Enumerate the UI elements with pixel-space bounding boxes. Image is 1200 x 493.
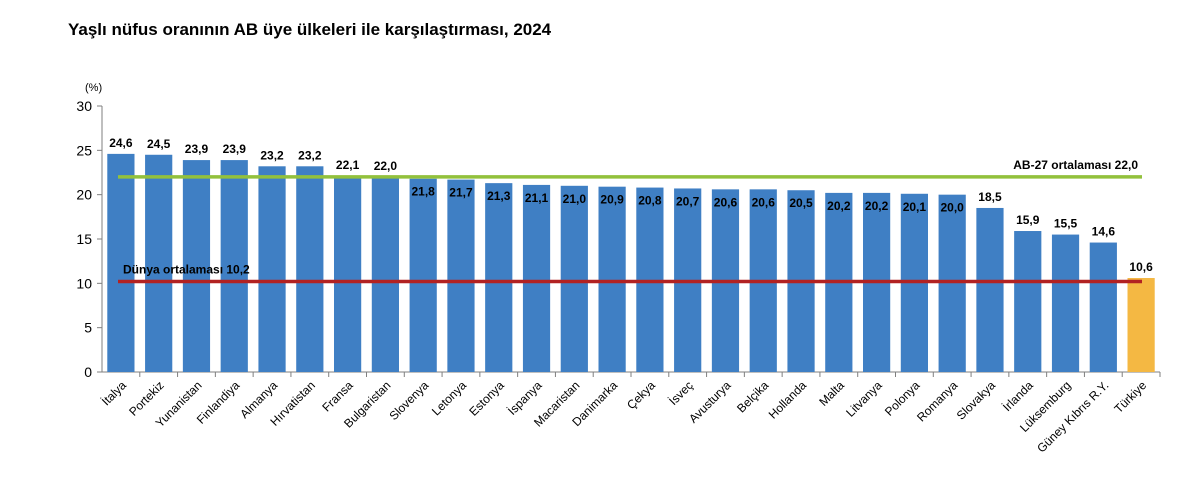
data-label: 23,2 xyxy=(298,148,322,162)
x-tick-label: Güney Kıbrıs R.Y. xyxy=(1034,378,1111,455)
data-label: 20,9 xyxy=(600,193,624,207)
data-label: 18,5 xyxy=(978,190,1002,204)
x-tick-label: Belçika xyxy=(734,378,771,415)
data-label: 20,2 xyxy=(827,199,851,213)
x-tick-label: Estonya xyxy=(466,378,507,419)
y-tick-label: 0 xyxy=(84,364,92,380)
x-tick-label: Letonya xyxy=(429,378,469,418)
data-label: 23,9 xyxy=(223,142,247,156)
data-label: 14,6 xyxy=(1092,225,1116,239)
data-label: 23,9 xyxy=(185,142,209,156)
bar xyxy=(182,160,211,372)
data-label: 21,7 xyxy=(449,186,473,200)
bar xyxy=(522,184,551,372)
bar xyxy=(371,176,399,372)
y-tick-label: 25 xyxy=(76,142,92,158)
x-tick-label: Avusturya xyxy=(686,378,734,426)
bar xyxy=(1014,231,1042,372)
x-tick-label: Türkiye xyxy=(1112,378,1150,416)
bar xyxy=(976,207,1004,372)
x-tick-label: İrlanda xyxy=(1000,378,1036,414)
x-tick-label: Fransa xyxy=(319,378,356,415)
bar xyxy=(145,154,173,372)
data-label: 23,2 xyxy=(260,148,284,162)
y-tick-label: 30 xyxy=(76,98,92,114)
bar xyxy=(220,160,248,372)
x-tick-label: Romanya xyxy=(914,378,960,424)
x-tick-label: Çekya xyxy=(624,378,658,412)
x-tick-label: Litvanya xyxy=(843,378,885,420)
bar xyxy=(1051,234,1080,372)
x-tick-label: İsveç xyxy=(666,378,696,408)
bar xyxy=(107,153,135,372)
y-tick-label: 10 xyxy=(76,275,92,291)
data-label: 20,5 xyxy=(789,196,813,210)
data-label: 20,8 xyxy=(638,194,662,208)
chart-title: Yaşlı nüfus oranının AB üye ülkeleri ile… xyxy=(68,20,552,39)
bar xyxy=(636,187,664,372)
data-label: 21,8 xyxy=(411,185,435,199)
data-label: 21,3 xyxy=(487,189,511,203)
bar xyxy=(485,183,513,372)
data-label: 22,0 xyxy=(374,159,398,173)
data-label: 20,2 xyxy=(865,199,889,213)
data-label: 10,6 xyxy=(1129,260,1153,274)
y-unit-label: (%) xyxy=(85,82,102,94)
reference-line-label: Dünya ortalaması 10,2 xyxy=(123,263,250,277)
y-tick-label: 15 xyxy=(76,231,92,247)
bar xyxy=(598,186,626,372)
y-tick-label: 5 xyxy=(84,320,92,336)
data-label: 24,6 xyxy=(109,136,133,150)
bar xyxy=(1089,242,1117,372)
data-label: 20,1 xyxy=(903,200,927,214)
bar xyxy=(258,166,286,372)
x-tick-label: Slovenya xyxy=(386,378,431,423)
data-label: 21,1 xyxy=(525,191,549,205)
bar xyxy=(334,176,362,372)
data-label: 20,6 xyxy=(752,195,776,209)
bar xyxy=(409,178,437,372)
data-label: 15,9 xyxy=(1016,213,1040,227)
data-label: 20,6 xyxy=(714,195,738,209)
x-tick-label: Malta xyxy=(816,378,847,409)
data-label: 21,0 xyxy=(563,192,587,206)
data-label: 20,7 xyxy=(676,194,700,208)
bar xyxy=(296,166,324,372)
reference-line-label: AB-27 ortalaması 22,0 xyxy=(1013,158,1138,172)
data-label: 15,5 xyxy=(1054,217,1078,231)
x-tick-label: Slovakya xyxy=(954,378,999,423)
bar xyxy=(1127,278,1155,372)
bar xyxy=(938,194,966,372)
bar xyxy=(560,185,588,372)
bar xyxy=(447,179,475,372)
data-label: 20,0 xyxy=(940,201,964,215)
y-tick-label: 20 xyxy=(76,187,92,203)
data-label: 24,5 xyxy=(147,137,171,151)
data-label: 22,1 xyxy=(336,158,360,172)
x-tick-label: İtalya xyxy=(99,378,129,408)
x-tick-label: Hollanda xyxy=(766,378,810,422)
